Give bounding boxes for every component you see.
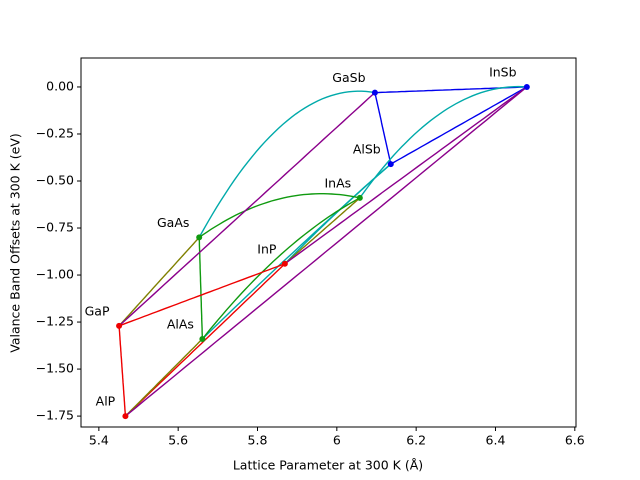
alloy-curve bbox=[124, 338, 203, 417]
x-tick-label: 6.6 bbox=[565, 433, 585, 448]
point-label: AlSb bbox=[353, 142, 381, 157]
point bbox=[371, 89, 378, 96]
x-axis-label: Lattice Parameter at 300 K (Å) bbox=[233, 458, 423, 473]
point-label: AlAs bbox=[167, 316, 194, 331]
alloy-curve bbox=[390, 86, 528, 165]
y-tick-label: −0.75 bbox=[36, 220, 74, 235]
point-label: GaP bbox=[85, 303, 110, 318]
point-label: InAs bbox=[324, 175, 351, 190]
point-label: InP bbox=[257, 241, 277, 256]
x-tick-label: 6 bbox=[333, 433, 341, 448]
point bbox=[387, 161, 394, 168]
y-tick-label: −0.25 bbox=[36, 125, 74, 140]
point bbox=[122, 413, 129, 420]
x-tick-label: 5.6 bbox=[168, 433, 188, 448]
y-tick-label: −1.00 bbox=[36, 267, 74, 282]
y-tick-label: −1.75 bbox=[36, 408, 74, 423]
alloy-curve bbox=[198, 237, 204, 340]
point-label: InSb bbox=[489, 64, 517, 79]
alloy-curve bbox=[118, 263, 286, 327]
point-label: AlP bbox=[96, 394, 116, 409]
y-tick-label: 0.00 bbox=[46, 78, 74, 93]
point-label: GaAs bbox=[157, 215, 189, 230]
plot-frame bbox=[80, 57, 577, 428]
alloy-curve bbox=[359, 85, 527, 199]
alloy-curve bbox=[118, 236, 200, 327]
alloy-curve bbox=[284, 86, 528, 265]
y-tick-label: −1.50 bbox=[36, 361, 74, 376]
y-axis-label: Valance Band Offsets at 300 K (eV) bbox=[8, 133, 23, 352]
alloy-curve bbox=[198, 90, 376, 238]
point bbox=[199, 335, 206, 342]
alloy-curve bbox=[374, 92, 392, 165]
alloy-curve bbox=[118, 325, 127, 417]
point bbox=[356, 194, 363, 201]
alloy-curve bbox=[284, 197, 361, 265]
y-tick-label: −0.50 bbox=[36, 173, 74, 188]
alloy-curve bbox=[198, 193, 360, 238]
x-tick-label: 5.4 bbox=[89, 433, 109, 448]
point-label: GaSb bbox=[332, 70, 365, 85]
y-tick-label: −1.25 bbox=[36, 314, 74, 329]
point bbox=[196, 234, 203, 241]
alloy-curve bbox=[124, 86, 528, 417]
point bbox=[523, 83, 530, 90]
x-tick-label: 6.2 bbox=[406, 433, 426, 448]
x-tick-label: 6.4 bbox=[486, 433, 506, 448]
alloy-curve bbox=[201, 197, 361, 340]
point bbox=[116, 322, 123, 329]
x-tick-label: 5.8 bbox=[248, 433, 268, 448]
alloy-curve bbox=[118, 92, 376, 327]
point bbox=[281, 260, 288, 267]
